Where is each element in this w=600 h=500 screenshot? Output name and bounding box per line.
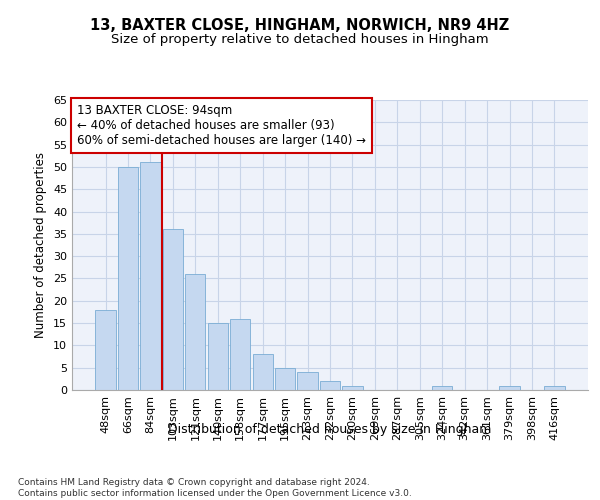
Bar <box>253 354 273 390</box>
Bar <box>343 386 362 390</box>
Bar <box>140 162 161 390</box>
Bar <box>95 310 116 390</box>
Bar <box>298 372 317 390</box>
Text: Contains HM Land Registry data © Crown copyright and database right 2024.
Contai: Contains HM Land Registry data © Crown c… <box>18 478 412 498</box>
Bar <box>208 323 228 390</box>
Bar <box>544 386 565 390</box>
Text: 13 BAXTER CLOSE: 94sqm
← 40% of detached houses are smaller (93)
60% of semi-det: 13 BAXTER CLOSE: 94sqm ← 40% of detached… <box>77 104 366 148</box>
Bar <box>163 230 183 390</box>
Bar <box>320 381 340 390</box>
Bar <box>185 274 205 390</box>
Bar <box>230 318 250 390</box>
Text: Distribution of detached houses by size in Hingham: Distribution of detached houses by size … <box>169 422 491 436</box>
Text: Size of property relative to detached houses in Hingham: Size of property relative to detached ho… <box>111 32 489 46</box>
Bar <box>499 386 520 390</box>
Bar <box>118 167 138 390</box>
Bar <box>432 386 452 390</box>
Text: 13, BAXTER CLOSE, HINGHAM, NORWICH, NR9 4HZ: 13, BAXTER CLOSE, HINGHAM, NORWICH, NR9 … <box>91 18 509 32</box>
Bar <box>275 368 295 390</box>
Y-axis label: Number of detached properties: Number of detached properties <box>34 152 47 338</box>
